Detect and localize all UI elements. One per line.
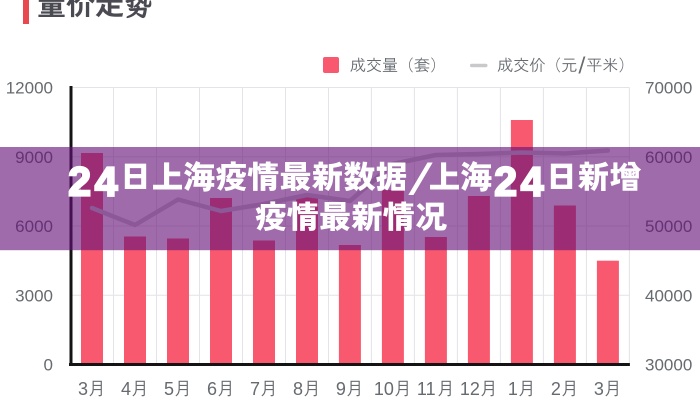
svg-text:3: 3 bbox=[78, 379, 88, 399]
svg-text:40000: 40000 bbox=[645, 286, 692, 305]
svg-text:9: 9 bbox=[336, 379, 346, 399]
svg-text:2: 2 bbox=[68, 159, 91, 205]
svg-text:6: 6 bbox=[207, 379, 217, 399]
svg-text:70000: 70000 bbox=[645, 79, 692, 98]
svg-text:30000: 30000 bbox=[645, 356, 692, 375]
svg-text:4: 4 bbox=[521, 159, 544, 205]
svg-text:3: 3 bbox=[594, 379, 604, 399]
svg-text:4: 4 bbox=[95, 159, 118, 205]
svg-text:3000: 3000 bbox=[15, 286, 53, 305]
svg-text:1: 1 bbox=[508, 379, 518, 399]
svg-text:4: 4 bbox=[121, 379, 131, 399]
svg-text:2: 2 bbox=[494, 159, 517, 205]
svg-text:12000: 12000 bbox=[6, 79, 53, 98]
svg-text:8: 8 bbox=[293, 379, 303, 399]
svg-text:12: 12 bbox=[460, 379, 480, 399]
svg-text:7: 7 bbox=[250, 379, 260, 399]
svg-text:11: 11 bbox=[417, 379, 436, 399]
svg-text:0: 0 bbox=[44, 356, 53, 375]
svg-text:10: 10 bbox=[374, 379, 394, 399]
svg-text:2: 2 bbox=[551, 379, 561, 399]
svg-text:5: 5 bbox=[164, 379, 174, 399]
